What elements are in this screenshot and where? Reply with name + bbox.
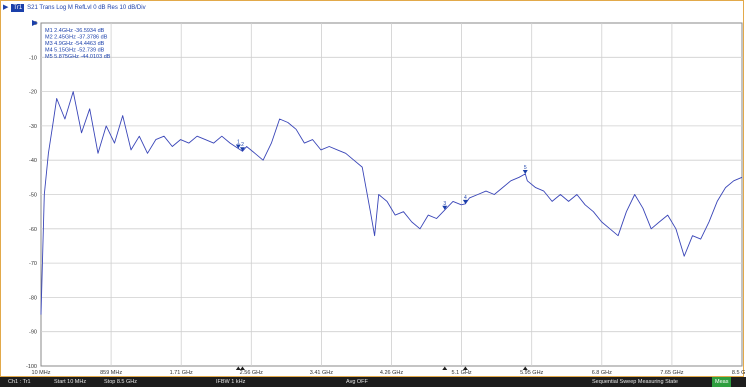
trace-badge[interactable]: Tr1 <box>11 3 25 12</box>
marker-2-number: 2 <box>241 142 244 148</box>
y-tick-label: -20 <box>29 90 37 96</box>
marker-2-axis-icon <box>239 366 245 370</box>
y-tick-label: -40 <box>29 158 37 164</box>
x-tick-label: 7.65 GHz <box>660 370 683 376</box>
start-frequency[interactable]: Start 10 MHz <box>54 379 87 385</box>
y-tick-label: -80 <box>29 295 37 301</box>
trace-header[interactable]: ▶ Tr1 S21 Trans Log M RefLvl 0 dB Res 10… <box>3 2 146 13</box>
active-trace-arrow-icon: ▶ <box>3 4 9 11</box>
x-tick-label: 3.41 GHz <box>310 370 333 376</box>
marker-readout-1[interactable]: M1 2.4GHz -36.5934 dB <box>45 28 105 34</box>
x-tick-label: 5.1 GHz <box>452 370 472 376</box>
marker-readout-5[interactable]: M5 5.875GHz -44.0103 dB <box>45 54 111 60</box>
ifbw-label[interactable]: IFBW 1 kHz <box>216 379 246 385</box>
marker-readout-2[interactable]: M2 2.45GHz -37.3786 dB <box>45 35 108 41</box>
trace-settings-text[interactable]: S21 Trans Log M RefLvl 0 dB Res 10 dB/Di… <box>27 4 146 11</box>
averaging-label[interactable]: Avg OFF <box>346 379 368 385</box>
x-tick-label: 2.56 GHz <box>240 370 263 376</box>
y-tick-label: -90 <box>29 330 37 336</box>
marker-3-icon[interactable] <box>442 205 448 210</box>
marker-2-icon[interactable] <box>239 147 245 152</box>
x-tick-label: 6.8 GHz <box>592 370 612 376</box>
x-tick-label: 5.95 GHz <box>520 370 543 376</box>
marker-readout-3[interactable]: M3 4.9GHz -54.4463 dB <box>45 41 105 47</box>
reference-level-icon <box>32 20 38 26</box>
y-tick-label: -60 <box>29 227 37 233</box>
x-tick-label: 10 MHz <box>32 370 51 376</box>
marker-readout-4[interactable]: M4 5.15GHz -52.739 dB <box>45 48 105 54</box>
marker-3-number: 3 <box>443 201 446 207</box>
y-tick-label: -30 <box>29 124 37 130</box>
x-tick-label: 8.5 GHz <box>732 370 745 376</box>
trace-line[interactable] <box>40 91 743 315</box>
status-bar: Ch1 : Tr1 Start 10 MHz Stop 8.5 GHz IFBW… <box>0 377 746 387</box>
x-tick-label: 4.26 GHz <box>380 370 403 376</box>
y-tick-label: -100 <box>26 364 37 370</box>
marker-4-axis-icon <box>462 366 468 370</box>
channel-label[interactable]: Ch1 : Tr1 <box>8 379 31 385</box>
stop-frequency[interactable]: Stop 8.5 GHz <box>104 379 138 385</box>
marker-5-icon[interactable] <box>522 169 528 174</box>
x-tick-label: 1.71 GHz <box>170 370 193 376</box>
marker-1-icon[interactable] <box>235 144 241 149</box>
x-tick-label: 859 MHz <box>100 370 122 376</box>
diagram-window: 10 MHz 859 MHz 1.71 GHz 2.56 GHz 3.41 GHz 4.2… <box>0 0 745 378</box>
y-tick-label: -50 <box>29 193 37 199</box>
trace-plot[interactable]: 10 MHz 859 MHz 1.71 GHz 2.56 GHz 3.41 GHz 4.2… <box>1 1 745 378</box>
y-tick-label: -10 <box>29 55 37 61</box>
marker-4-icon[interactable] <box>462 199 468 204</box>
marker-1-number: 1 <box>237 140 240 146</box>
y-tick-label: -70 <box>29 261 37 267</box>
marker-1-axis-icon <box>235 366 241 370</box>
marker-5-axis-icon <box>522 366 528 370</box>
marker-5-number: 5 <box>524 165 527 171</box>
marker-3-axis-icon <box>442 366 448 370</box>
sweep-state-badge: Meas <box>712 377 732 387</box>
sweep-mode-label: Sequential Sweep Measuring State <box>592 379 678 385</box>
marker-4-number: 4 <box>464 195 467 201</box>
